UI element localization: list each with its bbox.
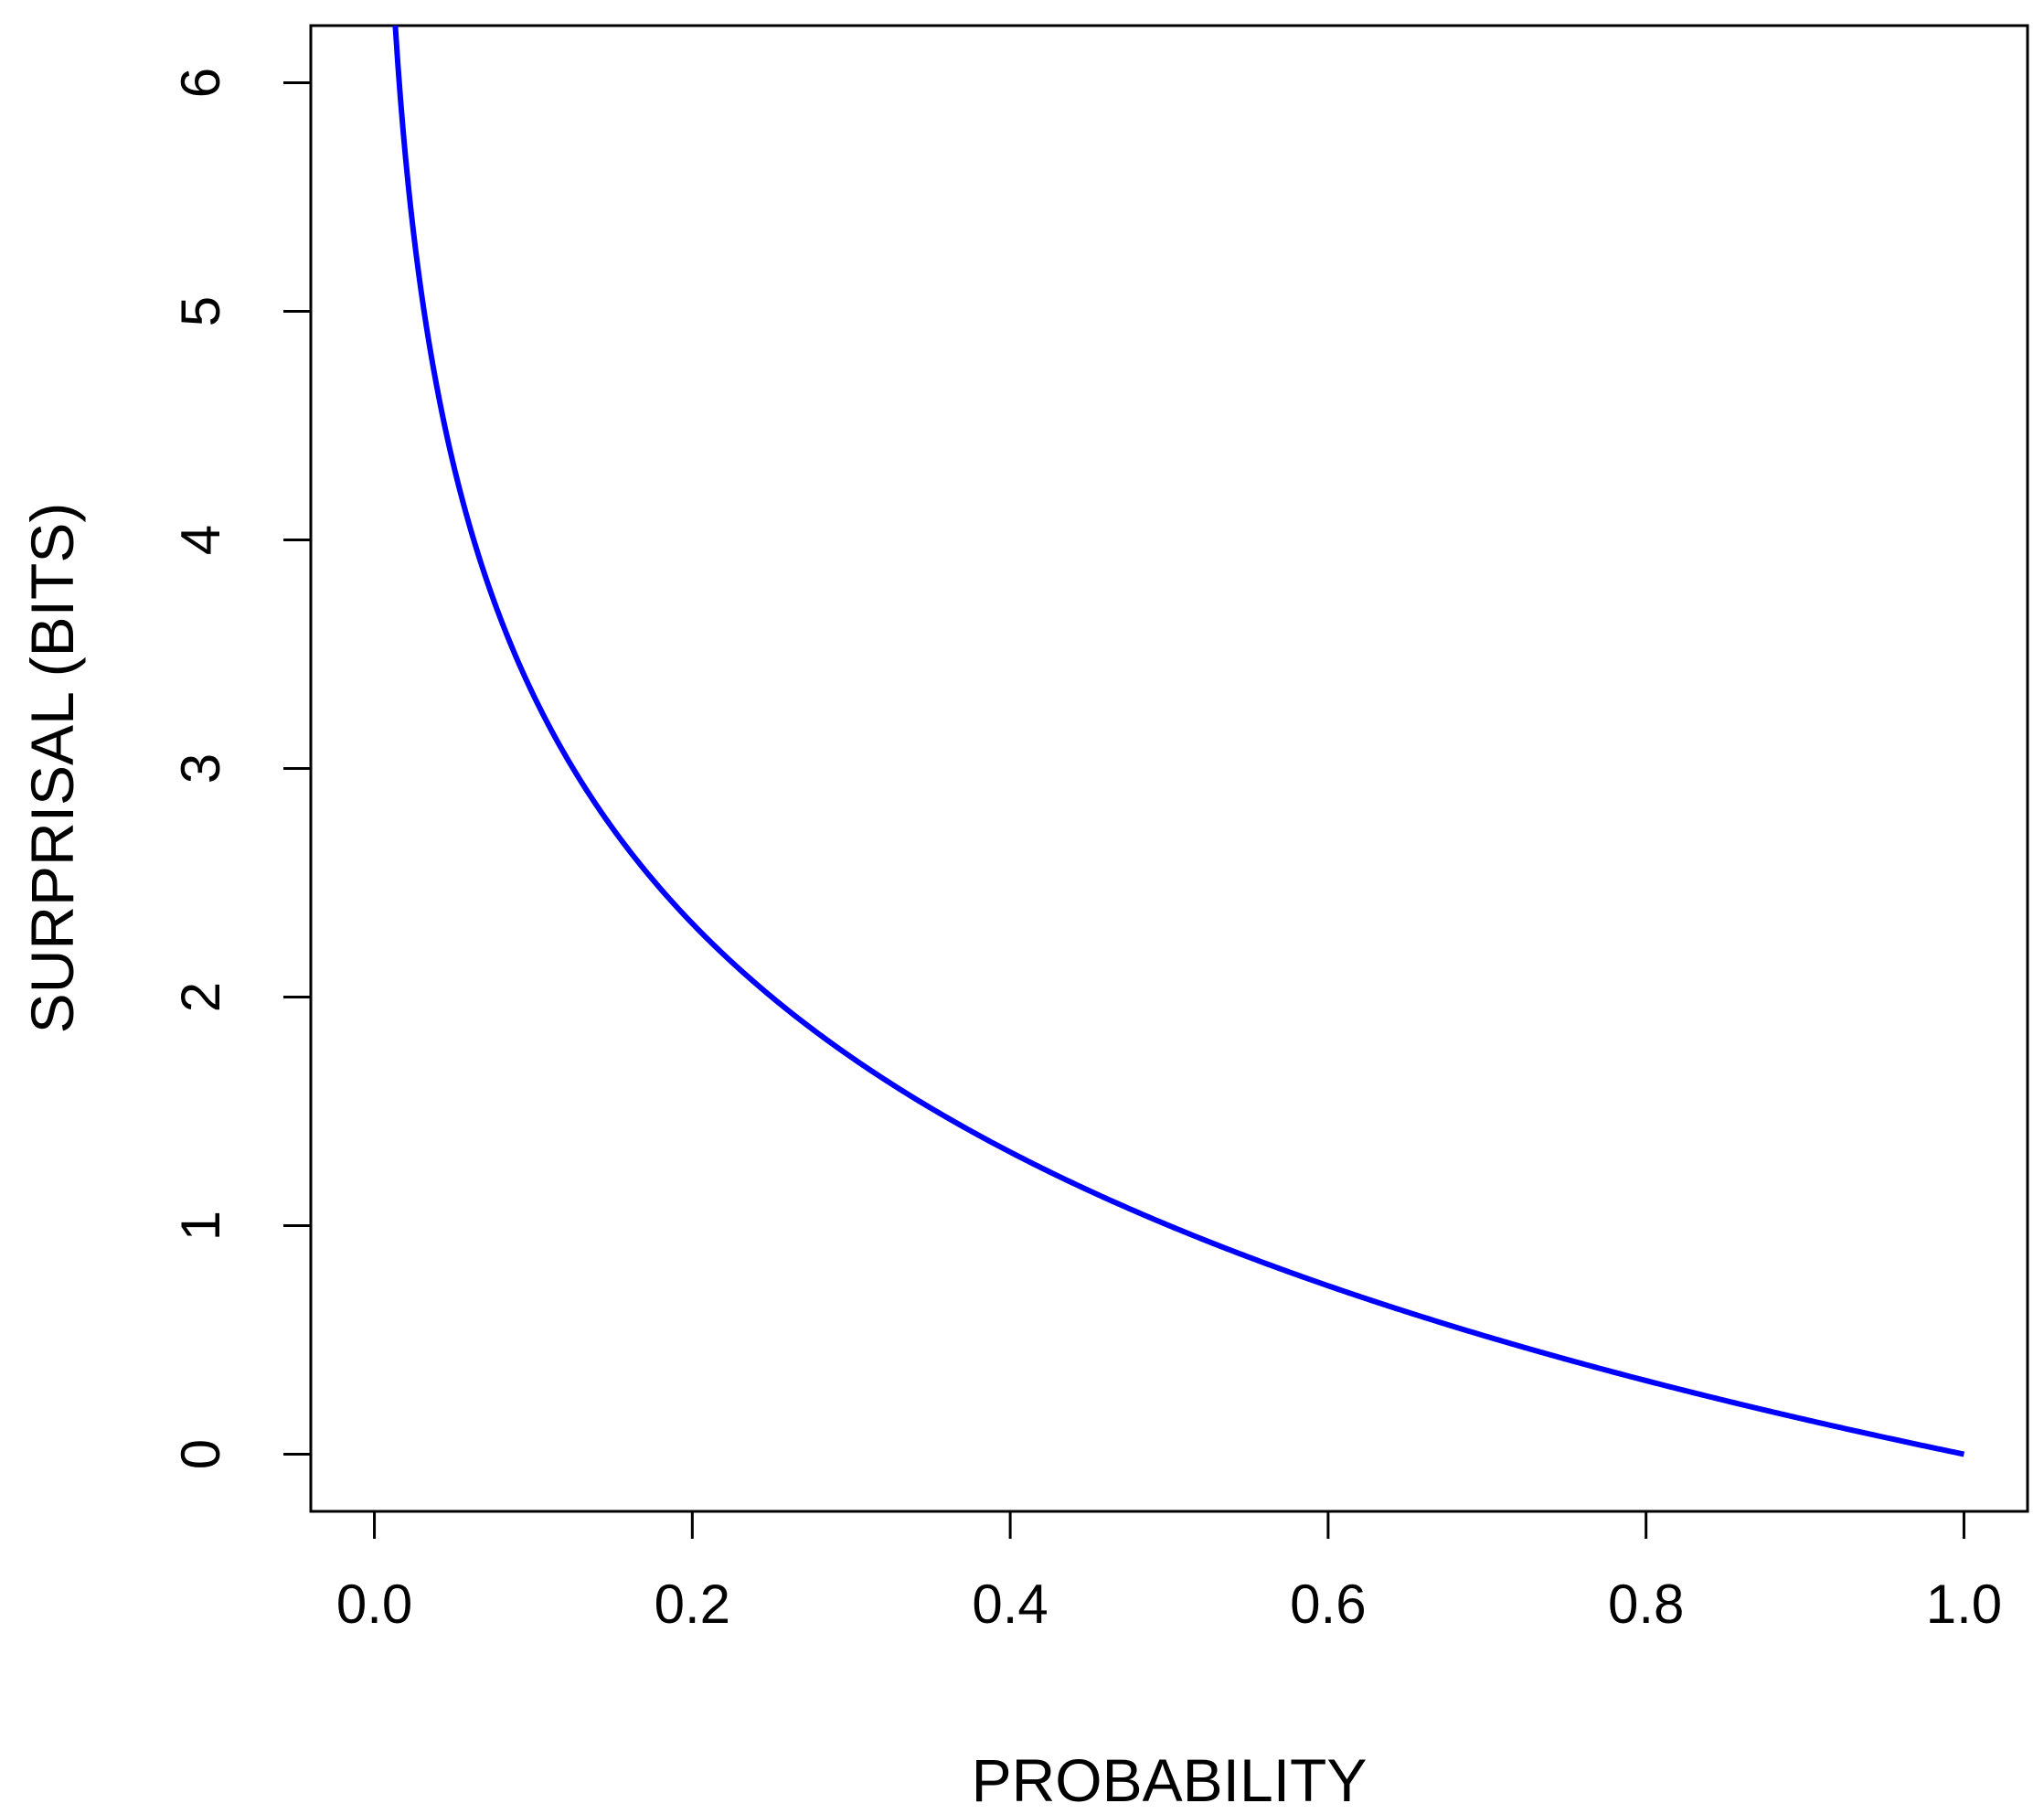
plot-frame	[309, 24, 2029, 1513]
x-tick-label: 1.0	[1926, 1574, 2002, 1635]
y-axis-title: SURPRISAL (BITS)	[18, 503, 86, 1034]
surprisal-curve	[392, 26, 1965, 1457]
y-tick-label: 5	[170, 296, 231, 326]
x-tick-label: 0.4	[972, 1574, 1048, 1635]
y-tick-label: 2	[170, 982, 231, 1012]
y-tick-label: 1	[170, 1211, 231, 1241]
x-axis-title: PROBABILITY	[972, 1746, 1368, 1814]
x-tick-label: 0.2	[655, 1574, 730, 1635]
y-tick-label: 3	[170, 753, 231, 784]
y-tick-label: 0	[170, 1439, 231, 1469]
y-tick-label: 4	[170, 525, 231, 555]
x-tick-label: 0.6	[1290, 1574, 1366, 1635]
y-axis: 0 1 2 3 4 5 6	[170, 68, 313, 1469]
y-tick-label: 6	[170, 68, 231, 98]
x-axis: 0.0 0.2 0.4 0.6 0.8 1.0	[336, 1510, 2002, 1635]
x-tick-label: 0.0	[336, 1574, 412, 1635]
x-tick-label: 0.8	[1608, 1574, 1684, 1635]
